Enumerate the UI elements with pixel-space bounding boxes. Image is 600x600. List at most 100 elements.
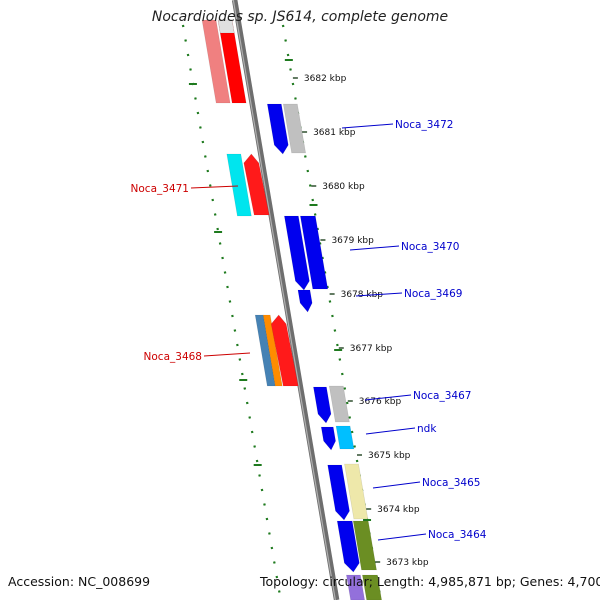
gene-label-leader	[377, 533, 427, 541]
gene-label: Noca_3472	[395, 119, 453, 131]
gene-label-leader	[203, 352, 251, 357]
left-guide-dot	[236, 343, 239, 347]
right-guide-dot	[340, 372, 344, 376]
right-guide-dot	[308, 184, 312, 187]
gene-feature	[262, 314, 283, 387]
left-guide-dot	[201, 140, 205, 144]
gene-label: ndk	[417, 423, 437, 435]
gene-label-leader	[341, 123, 394, 129]
gene-label: Noca_3467	[413, 390, 471, 402]
ruler-tick-label: 3674 kbp	[377, 505, 420, 515]
left-guide-dot	[221, 256, 224, 260]
right-guide-dot	[348, 416, 352, 419]
left-guide-dot	[270, 546, 274, 550]
left-guide-dot	[218, 242, 222, 245]
map-title: Nocardioides sp. JS614, complete genome	[151, 9, 449, 25]
left-guide-dot	[186, 53, 190, 57]
genome-backbone	[231, 0, 340, 600]
left-guide-dot	[258, 474, 261, 477]
accession-text: Accession: NC_008699	[8, 574, 151, 589]
ruler-tick-label: 3675 kbp	[368, 451, 411, 461]
right-guide-dot	[321, 256, 324, 260]
right-guide-dot	[318, 242, 322, 245]
right-guide-dot	[289, 68, 292, 71]
right-guide-dot	[323, 271, 327, 274]
left-guide-dot	[273, 561, 276, 564]
left-guide-dot	[204, 155, 207, 158]
right-guide-dot	[355, 459, 359, 463]
left-guide-dot	[248, 416, 252, 419]
backbone-line	[231, 0, 340, 600]
left-guide-dot	[196, 111, 200, 115]
gene-feature	[327, 464, 350, 521]
gene-feature	[270, 314, 299, 387]
ruler-tick-label: 3682 kbp	[304, 74, 347, 84]
gene-label: Noca_3471	[131, 183, 189, 195]
gene-label: Noca_3470	[401, 241, 459, 253]
left-guide-dot	[238, 358, 242, 361]
gene-label: Noca_3464	[428, 529, 487, 541]
right-guide-dot	[328, 300, 332, 303]
left-guide-dot	[194, 97, 197, 100]
right-guide-dot	[338, 358, 342, 361]
left-guide-dot	[228, 300, 232, 303]
gene-label-leader	[365, 427, 416, 435]
left-guide-dot	[265, 517, 269, 521]
left-guide-dot	[253, 445, 256, 448]
gene-feature	[320, 426, 336, 451]
gene-feature	[328, 385, 350, 423]
right-guide-dot	[281, 24, 285, 28]
right-guide-dot	[311, 198, 315, 202]
ruler-tick-label: 3677 kbp	[350, 344, 393, 354]
right-guide-dot	[333, 329, 337, 332]
right-guide-dot	[353, 445, 356, 448]
gene-label-leader	[355, 292, 403, 297]
left-guide-dot	[208, 184, 212, 187]
right-guide-dot	[331, 314, 334, 318]
right-guide-dot	[313, 213, 317, 216]
right-guide-dot	[291, 82, 295, 86]
left-guide-dot	[245, 401, 249, 405]
gene-feature	[346, 574, 365, 600]
backbone-highlight	[232, 0, 336, 600]
right-guide-dot	[284, 39, 287, 42]
right-guide-dot	[316, 227, 319, 231]
ruler-tick-label: 3679 kbp	[331, 236, 374, 246]
left-guide-dot	[275, 575, 279, 579]
right-guide-dot	[326, 285, 329, 289]
left-guide-dot	[277, 590, 281, 593]
left-guide-dot	[260, 488, 264, 492]
left-guide-dot	[255, 459, 259, 463]
gene-feature	[243, 153, 270, 216]
left-guide-dot	[268, 532, 271, 535]
gene-feature	[226, 153, 252, 217]
gene-feature	[352, 520, 377, 571]
gene-label-leader	[190, 185, 239, 189]
right-guide-dot	[345, 401, 349, 405]
gene-label-leader	[372, 481, 421, 489]
ruler-tick-label: 3681 kbp	[313, 128, 356, 138]
gene-feature	[297, 289, 313, 313]
genome-summary-text: Topology: circular; Length: 4,985,871 bp…	[260, 574, 600, 589]
left-guide-dot	[181, 24, 185, 28]
gene-label: Noca_3469	[404, 288, 462, 300]
left-guide-dot	[211, 198, 215, 202]
left-guide-dot	[263, 503, 266, 506]
right-guide-dot	[350, 430, 354, 434]
ruler-tick-label: 3678 kbp	[341, 290, 384, 300]
left-guide-dot	[206, 169, 210, 173]
gene-feature	[336, 520, 360, 573]
left-guide-dot	[213, 213, 217, 216]
left-guide-dot	[233, 329, 237, 332]
gene-feature	[344, 463, 369, 520]
ruler-tick-label: 3676 kbp	[359, 397, 402, 407]
gene-feature	[266, 103, 289, 155]
ruler-tick-label: 3673 kbp	[386, 558, 429, 568]
right-guide-dot	[294, 97, 297, 100]
right-guide-dot	[304, 155, 307, 158]
gene-label: Noca_3465	[422, 477, 480, 489]
left-guide-dot	[226, 285, 229, 289]
left-guide-dot	[216, 227, 219, 231]
